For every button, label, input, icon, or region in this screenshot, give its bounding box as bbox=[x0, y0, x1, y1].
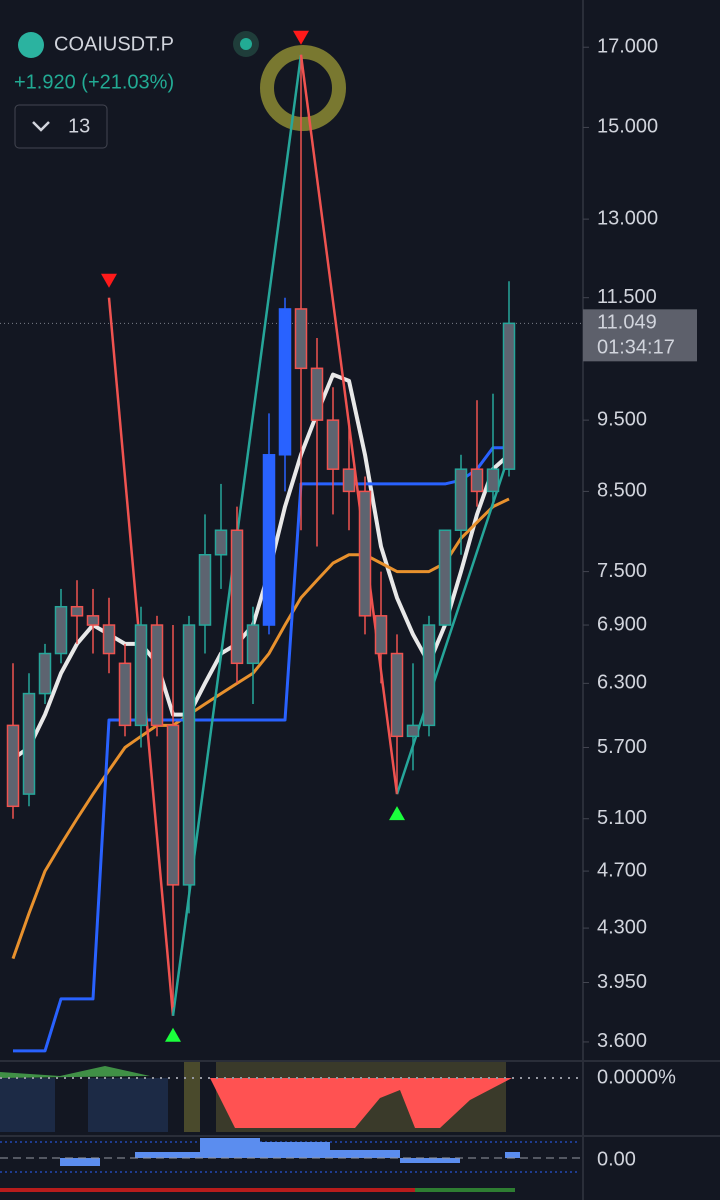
candle-body bbox=[406, 724, 420, 738]
candle-body bbox=[422, 624, 436, 727]
status-dot bbox=[240, 38, 252, 50]
candle-body bbox=[118, 662, 132, 727]
trend-bar bbox=[415, 1188, 515, 1192]
candle-body bbox=[454, 468, 468, 532]
area bbox=[0, 1066, 150, 1078]
countdown: 01:34:17 bbox=[597, 337, 675, 359]
area bbox=[210, 1078, 512, 1128]
y-tick-label: 4.700 bbox=[597, 859, 647, 881]
y-tick-label: 17.000 bbox=[597, 36, 658, 58]
trend-bar bbox=[0, 1188, 415, 1192]
highlight-ring bbox=[260, 45, 346, 131]
candle-body bbox=[262, 454, 276, 626]
symbol-logo bbox=[18, 32, 44, 58]
y-tick-label: 3.600 bbox=[597, 1030, 647, 1052]
y-tick-label: 4.300 bbox=[597, 916, 647, 938]
histogram-pane bbox=[0, 1138, 580, 1192]
candle-body bbox=[86, 615, 100, 626]
chevron bbox=[32, 121, 50, 132]
y-tick-label: 8.500 bbox=[597, 480, 647, 502]
candle-body bbox=[198, 553, 212, 626]
pivot-marker bbox=[101, 273, 117, 288]
plot bbox=[0, 30, 583, 1053]
candle-body bbox=[70, 605, 84, 617]
indicator-line bbox=[11, 497, 510, 960]
candle-body bbox=[214, 529, 228, 556]
zigzag-leg bbox=[395, 454, 511, 795]
y-tick-label: 3.950 bbox=[597, 971, 647, 993]
zone bbox=[184, 1062, 200, 1132]
y-tick-label: 5.700 bbox=[597, 736, 647, 758]
candle-body bbox=[470, 468, 484, 493]
interval-button[interactable] bbox=[14, 104, 108, 149]
y-tick-label: 9.500 bbox=[597, 408, 647, 430]
candle-body bbox=[374, 615, 388, 655]
last-price: 11.049 bbox=[597, 312, 657, 334]
candle-body bbox=[182, 624, 196, 886]
y-tick-label: 6.900 bbox=[597, 613, 647, 635]
candle-body bbox=[54, 605, 68, 655]
oscillator-pane bbox=[0, 1062, 580, 1132]
pivot-marker bbox=[389, 806, 405, 821]
candle-body bbox=[326, 419, 340, 470]
histogram bbox=[60, 1138, 520, 1166]
candle-body bbox=[278, 308, 292, 456]
y-tick-label: 5.100 bbox=[597, 807, 647, 829]
candle-body bbox=[438, 529, 452, 626]
candle-body bbox=[38, 652, 52, 695]
y-tick-label: 11.500 bbox=[597, 286, 657, 308]
candle-body bbox=[246, 624, 260, 665]
candle-body bbox=[230, 529, 244, 665]
candle-body bbox=[358, 490, 372, 617]
indicator-line bbox=[13, 446, 509, 1053]
y-tick-label: 6.300 bbox=[597, 672, 647, 694]
candle-body bbox=[102, 624, 116, 655]
candle-body bbox=[310, 367, 324, 421]
candle-body bbox=[294, 308, 308, 370]
zone bbox=[88, 1078, 168, 1132]
y-tick-label: 15.000 bbox=[597, 116, 658, 138]
candle-body bbox=[150, 624, 164, 727]
zone bbox=[0, 1078, 55, 1132]
candle-body bbox=[502, 322, 516, 470]
pivot-marker bbox=[165, 1027, 181, 1042]
pivot-marker bbox=[293, 30, 309, 45]
candle-body bbox=[342, 468, 356, 493]
symbol: COAIUSDT.P bbox=[54, 33, 174, 55]
candle-body bbox=[166, 724, 180, 886]
interval-count[interactable]: 13 bbox=[68, 115, 90, 137]
pane-label: 0.00 bbox=[597, 1148, 636, 1170]
price-change: +1.920 (+21.03%) bbox=[14, 71, 174, 93]
pane-label: 0.0000% bbox=[597, 1066, 676, 1088]
price-tag bbox=[583, 309, 697, 362]
candle-body bbox=[22, 692, 36, 795]
y-tick-label: 7.500 bbox=[597, 560, 647, 582]
candle-body bbox=[390, 652, 404, 738]
candle-body bbox=[134, 624, 148, 727]
y-tick-label: 13.000 bbox=[597, 207, 658, 229]
candle-body bbox=[6, 724, 20, 808]
candle-body bbox=[486, 468, 500, 493]
